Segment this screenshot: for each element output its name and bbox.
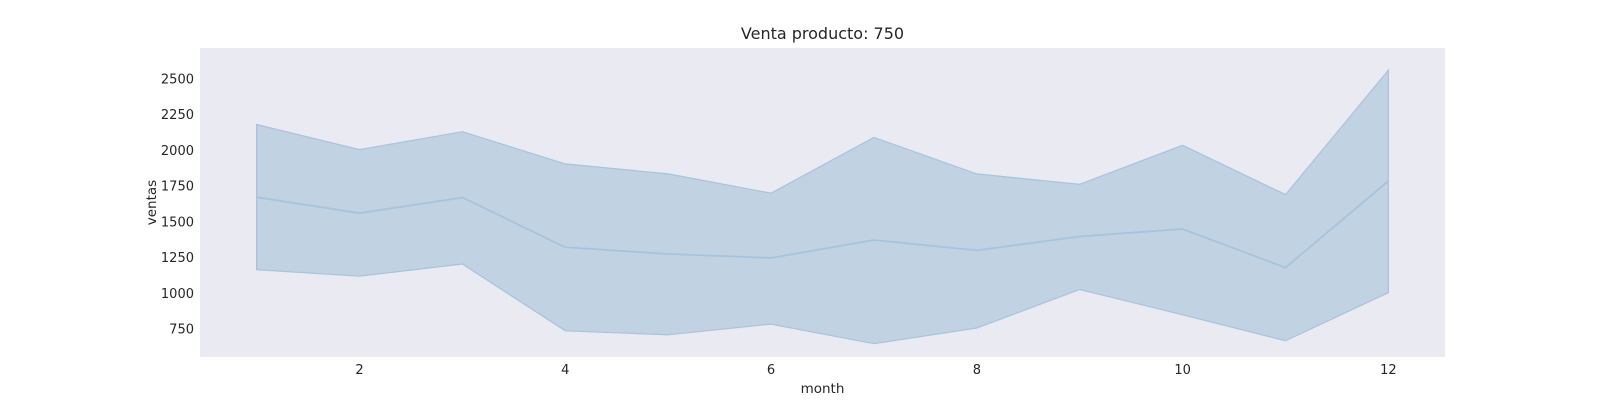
y-tick-label: 1250 bbox=[161, 251, 194, 266]
x-tick-label: 12 bbox=[1380, 363, 1397, 378]
y-tick-label: 2250 bbox=[161, 108, 194, 123]
y-tick-label: 1000 bbox=[161, 287, 194, 302]
x-axis: 2 4 6 8 10 12 bbox=[355, 363, 1396, 378]
y-tick-label: 1500 bbox=[161, 215, 194, 230]
x-axis-title: month bbox=[801, 381, 845, 397]
x-tick-label: 4 bbox=[561, 363, 569, 378]
x-tick-label: 8 bbox=[973, 363, 981, 378]
series-line bbox=[256, 180, 1389, 269]
chart-title: Venta producto: 750 bbox=[741, 24, 904, 43]
y-tick-label: 750 bbox=[169, 323, 194, 338]
y-tick-label: 2500 bbox=[161, 72, 194, 87]
x-tick-label: 6 bbox=[767, 363, 775, 378]
y-tick-label: 1750 bbox=[161, 180, 194, 195]
confidence-band bbox=[256, 68, 1389, 345]
y-axis: 750 1000 1250 1500 1750 2000 2250 2500 bbox=[161, 72, 194, 337]
y-tick-label: 2000 bbox=[161, 144, 194, 159]
x-tick-label: 10 bbox=[1174, 363, 1191, 378]
y-axis-title: ventas bbox=[144, 180, 160, 225]
x-tick-label: 2 bbox=[355, 363, 363, 378]
